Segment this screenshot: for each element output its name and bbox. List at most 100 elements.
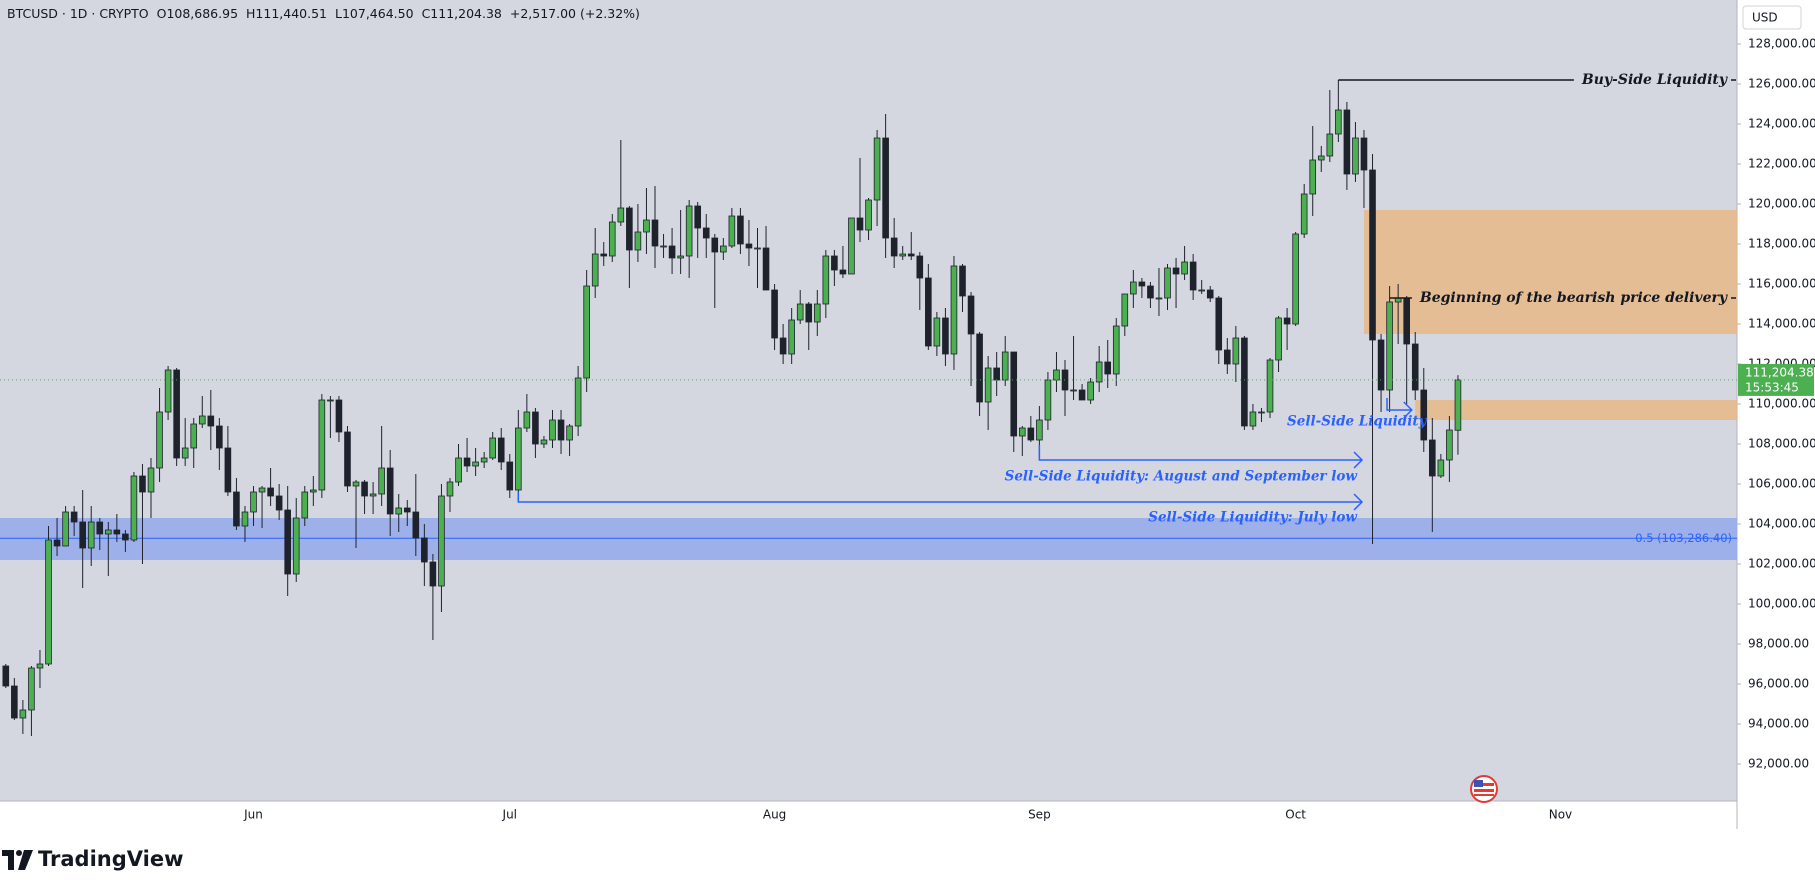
candle-body — [310, 489, 317, 493]
candle-body — [1224, 349, 1231, 365]
y-tick-label: 108,000.00 — [1748, 437, 1815, 451]
candle-body — [113, 529, 121, 535]
candle-body — [1292, 233, 1299, 325]
candle-body — [1300, 193, 1308, 235]
liquidity-arrow — [1038, 445, 1362, 461]
y-tick-label: 120,000.00 — [1748, 197, 1815, 211]
candle-body — [62, 511, 69, 547]
candle-body — [11, 685, 18, 719]
candle-body — [805, 303, 813, 323]
candle-body — [1429, 439, 1436, 477]
candle-body — [737, 215, 744, 245]
candle-body — [1010, 351, 1018, 437]
candle-body — [591, 253, 599, 287]
liquidity-arrow — [1386, 398, 1412, 411]
candle-body — [421, 537, 428, 563]
candle-body — [523, 411, 531, 429]
candle-body — [1386, 301, 1393, 391]
candle-body — [438, 495, 445, 587]
flag-icon[interactable] — [1470, 775, 1498, 803]
candle-body — [1335, 109, 1342, 135]
legend-close: C111,204.38 — [422, 6, 502, 21]
candle-body — [87, 521, 95, 549]
candle-body — [822, 255, 830, 305]
y-tick-label: 114,000.00 — [1748, 317, 1815, 331]
y-tick-label: 124,000.00 — [1748, 117, 1815, 131]
candle-body — [96, 521, 104, 535]
time-axis-background — [0, 801, 1737, 829]
candle-body — [1112, 325, 1120, 375]
liquidity-arrow — [517, 492, 1362, 503]
candle-body — [728, 215, 736, 247]
candle-body — [1283, 317, 1291, 325]
candle-body — [831, 255, 838, 271]
candle-body — [626, 207, 633, 251]
price-axis-background — [1737, 0, 1815, 829]
candle-body — [532, 411, 539, 445]
candle-body — [643, 219, 650, 233]
candle-body — [318, 399, 326, 491]
candle-body — [788, 319, 795, 355]
brand-name: TradingView — [38, 847, 183, 871]
candle-body — [463, 457, 471, 467]
y-tick-label: 94,000.00 — [1748, 717, 1809, 731]
candle-body — [181, 447, 189, 459]
candle-body — [660, 245, 667, 248]
symbol-legend: BTCUSD · 1D · CRYPTO O108,686.95 H111,440.… — [7, 6, 640, 21]
candle-body — [1249, 411, 1257, 427]
candle-body — [284, 509, 291, 575]
candle-body — [258, 487, 266, 493]
y-tick-label: 100,000.00 — [1748, 597, 1815, 611]
candle-body — [694, 205, 702, 229]
candle-body — [1360, 137, 1368, 171]
candle-body — [668, 245, 676, 259]
candle-body — [207, 415, 215, 427]
candle-body — [925, 277, 932, 347]
countdown-label: 15:53:45 — [1745, 380, 1799, 394]
candle-body — [1241, 337, 1248, 427]
candle-body — [1172, 267, 1180, 275]
candle-body — [130, 475, 138, 541]
currency-box[interactable] — [1742, 5, 1802, 30]
candle-body — [1343, 109, 1351, 175]
y-tick-label: 128,000.00 — [1748, 37, 1815, 51]
candle-body — [899, 253, 907, 257]
candle-body — [1053, 369, 1060, 381]
candle-body — [1326, 133, 1334, 157]
candle-body — [105, 529, 112, 535]
price-zone — [1363, 210, 1737, 334]
candle-body — [600, 253, 608, 257]
candle-body — [455, 457, 462, 483]
candle-body — [198, 415, 206, 425]
legend-low: L107,464.50 — [335, 6, 414, 21]
candle-body — [540, 439, 548, 445]
candle-body — [745, 243, 753, 249]
candle-body — [754, 247, 761, 250]
candle-body — [677, 255, 684, 259]
y-tick-label: 122,000.00 — [1748, 157, 1815, 171]
candle-body — [45, 539, 52, 665]
candle-body — [608, 221, 616, 257]
y-tick-label: 102,000.00 — [1748, 557, 1815, 571]
annotation-label: Buy-Side Liquidity — [1581, 72, 1728, 88]
candle-body — [472, 461, 479, 467]
candle-body — [976, 333, 983, 403]
candle-body — [1164, 267, 1171, 299]
candle-body — [720, 245, 727, 253]
candle-body — [233, 491, 240, 527]
candle-body — [933, 317, 941, 347]
currency: USD — [1752, 11, 1778, 25]
candle-body — [1147, 285, 1154, 299]
price-zone — [0, 518, 1737, 560]
candle-body — [506, 461, 514, 491]
candle-body — [164, 369, 172, 413]
candle-body — [369, 493, 377, 497]
candle-body — [190, 423, 198, 449]
candle-body — [557, 419, 565, 441]
candle-body — [907, 253, 915, 257]
candle-body — [1189, 261, 1197, 291]
candle-body — [1018, 427, 1026, 437]
candle-body — [574, 377, 582, 427]
candle-body — [1215, 297, 1223, 351]
